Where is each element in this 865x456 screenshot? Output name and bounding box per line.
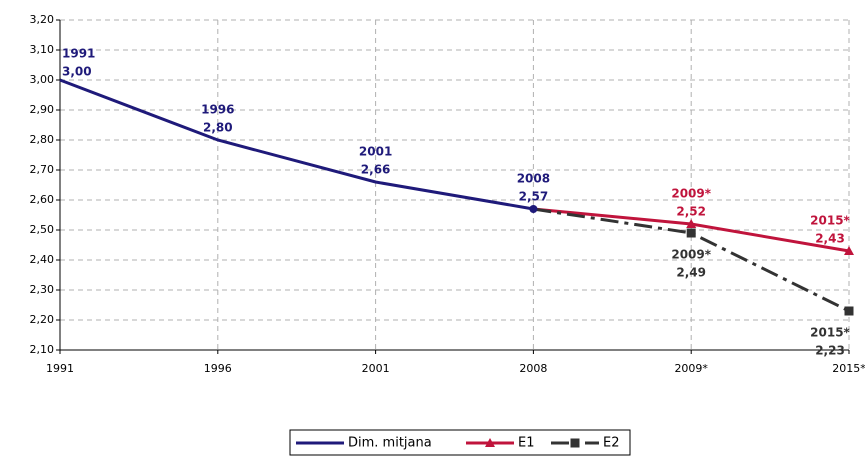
data-label-category: 1996 (201, 103, 234, 117)
data-label: 2,66 (361, 163, 391, 177)
series-line (533, 207, 850, 313)
data-label: 2,49 (676, 266, 706, 280)
y-tick-label: 2,40 (30, 253, 55, 266)
y-tick-label: 2,90 (30, 103, 55, 116)
data-label: 2,23 (815, 344, 845, 358)
data-label: 2,52 (676, 205, 706, 219)
data-label-category: 2009* (671, 187, 711, 201)
legend-label: Dim. mitjana (348, 436, 432, 451)
data-label-category: 2009* (671, 248, 711, 262)
y-tick-label: 2,20 (30, 313, 55, 326)
legend: Dim. mitjana E1 E2 (289, 429, 631, 456)
data-label: 2,57 (519, 190, 549, 204)
x-tick-label: 2009* (674, 362, 708, 375)
marker (686, 228, 696, 238)
legend-label: E1 (518, 436, 535, 451)
marker (844, 246, 854, 255)
legend-label: E2 (603, 436, 620, 451)
data-label-category: 2008 (517, 172, 550, 186)
x-tick-label: 1991 (46, 362, 74, 375)
data-label-category: 2001 (359, 145, 392, 159)
x-tick-label: 2008 (519, 362, 547, 375)
y-tick-label: 3,20 (30, 13, 55, 26)
data-label: 2,43 (815, 232, 845, 246)
marker (570, 438, 580, 448)
marker (844, 306, 854, 316)
y-tick-label: 2,30 (30, 283, 55, 296)
series-line (59, 78, 534, 211)
x-tick-label: 2001 (362, 362, 390, 375)
data-label-category: 2015* (810, 326, 850, 340)
marker (529, 205, 538, 213)
data-label: 2,80 (203, 121, 233, 135)
data-label: 3,00 (62, 65, 92, 79)
y-tick-label: 3,10 (30, 43, 55, 56)
y-tick-label: 2,10 (30, 343, 55, 356)
x-tick-label: 1996 (204, 362, 232, 375)
y-tick-label: 2,70 (30, 163, 55, 176)
y-tick-label: 2,50 (30, 223, 55, 236)
y-tick-label: 2,80 (30, 133, 55, 146)
y-tick-label: 2,60 (30, 193, 55, 206)
marker (485, 438, 495, 447)
data-label-category: 1991 (62, 47, 95, 61)
marker (686, 219, 697, 228)
x-tick-label: 2015* (832, 362, 865, 375)
y-tick-label: 3,00 (30, 73, 55, 86)
data-label-category: 2015* (810, 214, 850, 228)
